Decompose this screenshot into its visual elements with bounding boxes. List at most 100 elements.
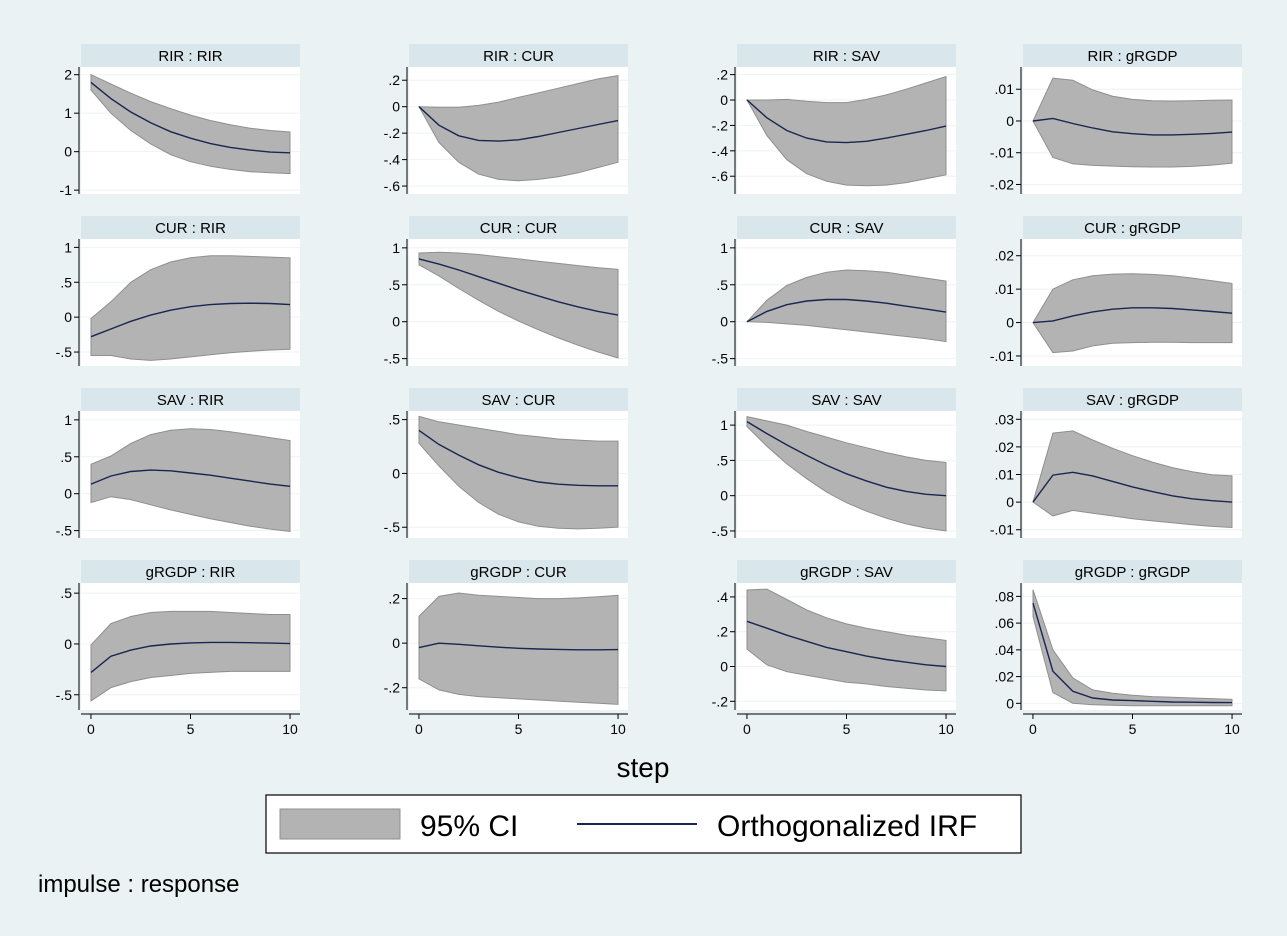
x-tick-label: 0	[743, 721, 751, 737]
y-tick-label: 0	[392, 635, 400, 651]
panel-title: RIR : CUR	[483, 48, 554, 65]
panel-title: RIR : RIR	[158, 48, 222, 65]
panel-strip	[1023, 388, 1242, 411]
y-tick-label: 0	[392, 99, 400, 115]
x-tick-label: 10	[938, 721, 954, 737]
y-tick-label: -.02	[990, 176, 1014, 192]
y-tick-label: 1	[64, 105, 72, 121]
y-tick-label: .5	[716, 452, 728, 468]
panel-strip	[409, 216, 628, 239]
panel: gRGDP : gRGDP 0 .02 .04 .06 .08 0 5 10	[995, 560, 1242, 737]
irf-line	[746, 421, 947, 497]
y-tick-label: -.01	[990, 522, 1014, 538]
panel-strip	[737, 216, 956, 239]
irf-line	[418, 642, 619, 651]
y-tick-label: .01	[995, 281, 1015, 297]
panel-title: CUR : CUR	[480, 220, 558, 237]
panel-strip	[737, 388, 956, 411]
ci-band	[1032, 273, 1233, 354]
y-tick-label: 0	[1006, 113, 1014, 129]
y-tick-label: .5	[716, 277, 728, 293]
panel-strip	[1023, 560, 1242, 583]
irf-line	[418, 106, 619, 142]
irf-line	[90, 302, 291, 338]
y-tick-label: 0	[64, 486, 72, 502]
legend-ci-swatch	[279, 808, 401, 840]
y-tick-label: -.4	[384, 152, 401, 168]
irf-line	[746, 298, 947, 323]
x-tick-label: 5	[187, 721, 195, 737]
x-tick-label: 5	[843, 721, 851, 737]
panel: gRGDP : RIR -.5 0 .5 0 5 10	[56, 560, 300, 737]
irf-line	[418, 429, 618, 487]
irf-line	[746, 99, 947, 144]
panel-title: SAV : RIR	[157, 392, 224, 409]
y-tick-label: 0	[64, 309, 72, 325]
panel-title: gRGDP : CUR	[470, 564, 567, 581]
irf-line	[1032, 602, 1233, 704]
y-tick-label: 0	[1006, 315, 1014, 331]
y-tick-label: .02	[995, 248, 1015, 264]
y-tick-label: 0	[392, 465, 400, 481]
panel: SAV : gRGDP -.01 0 .01 .02 .03	[990, 388, 1242, 538]
panel-strip	[409, 560, 628, 583]
panel: RIR : RIR -1 0 1 2	[60, 44, 300, 198]
panel: CUR : RIR -.5 0 .5 1	[56, 216, 300, 366]
y-tick-label: 0	[1006, 695, 1014, 711]
irf-line	[1032, 471, 1233, 503]
panel: SAV : SAV -.5 0 .5 1	[712, 388, 956, 539]
panel-title: gRGDP : gRGDP	[1075, 564, 1191, 581]
y-tick-label: 0	[1006, 494, 1014, 510]
ci-band	[1032, 589, 1233, 707]
panel-title: gRGDP : SAV	[800, 564, 893, 581]
y-tick-label: 2	[64, 67, 72, 83]
y-tick-label: -.2	[384, 125, 401, 141]
y-tick-label: -.2	[712, 693, 729, 709]
y-tick-label: .5	[60, 274, 72, 290]
y-tick-label: -.4	[712, 143, 729, 159]
y-tick-label: -.5	[56, 523, 73, 539]
y-tick-label: 0	[64, 144, 72, 160]
y-tick-label: 1	[64, 239, 72, 255]
panel-strip	[1023, 44, 1242, 67]
panel: CUR : SAV -.5 0 .5 1	[712, 216, 956, 367]
ci-band	[418, 415, 619, 530]
ci-band	[418, 75, 619, 182]
legend-irf-label: Orthogonalized IRF	[717, 810, 977, 843]
panel-strip	[81, 44, 300, 67]
y-tick-label: 0	[720, 488, 728, 504]
ci-band	[746, 75, 947, 187]
y-tick-label: -.5	[56, 687, 73, 703]
panel: RIR : CUR -.6 -.4 -.2 0 .2	[384, 44, 628, 194]
y-tick-label: 0	[720, 92, 728, 108]
x-tick-label: 10	[610, 721, 626, 737]
y-tick-label: .01	[995, 81, 1015, 97]
y-tick-label: -.01	[990, 145, 1014, 161]
ci-band	[745, 269, 947, 343]
panel: gRGDP : SAV -.2 0 .2 .4 0 5 10	[712, 560, 956, 737]
y-tick-label: .4	[716, 589, 728, 605]
y-tick-label: -.5	[384, 519, 401, 535]
x-tick-label: 0	[87, 721, 95, 737]
y-tick-label: .5	[388, 277, 400, 293]
panel-title: gRGDP : RIR	[146, 564, 236, 581]
irf-line	[1032, 307, 1233, 324]
y-tick-label: -.6	[712, 168, 729, 184]
irf-line	[90, 641, 291, 673]
panel-strip	[81, 388, 300, 411]
panel-title: CUR : gRGDP	[1084, 220, 1181, 237]
panel-strip	[737, 44, 956, 67]
y-tick-label: .06	[995, 615, 1015, 631]
legend: 95% CI Orthogonalized IRF	[265, 794, 1022, 854]
y-tick-label: 0	[64, 636, 72, 652]
panel-strip	[409, 44, 628, 67]
panel: CUR : gRGDP -.01 0 .01 .02	[990, 216, 1242, 366]
y-tick-label: -.5	[56, 344, 73, 360]
x-tick-label: 0	[1029, 721, 1037, 737]
panel-strip	[737, 560, 956, 583]
y-tick-label: -.2	[712, 117, 729, 133]
y-tick-label: 1	[720, 240, 728, 256]
panel-title: SAV : SAV	[811, 392, 881, 409]
ci-band	[90, 255, 291, 361]
y-tick-label: .02	[995, 439, 1015, 455]
